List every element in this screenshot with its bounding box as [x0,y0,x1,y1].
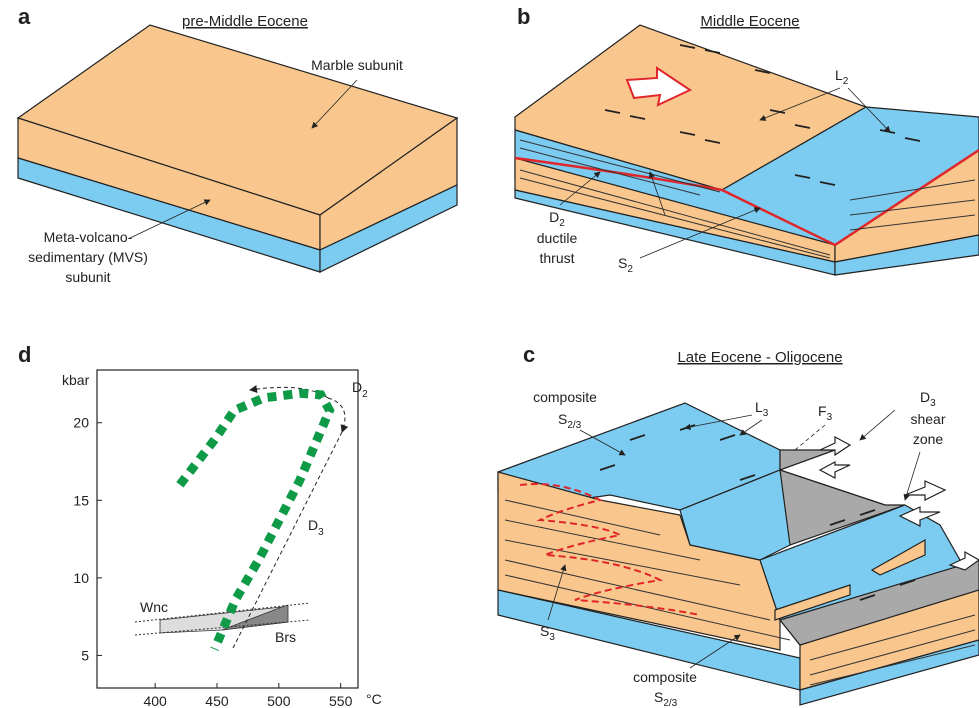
pointer [795,425,825,450]
panel-title: pre-Middle Eocene [182,13,308,30]
label: L3 [755,399,769,419]
panel-b: b Middle Eocene L2 D2 ductile thrust S2 [515,4,979,275]
label-sub: 2 [843,76,849,87]
page: {"panels": { "a": {"letter": "a", "title… [0,0,979,708]
label: composite [533,389,597,405]
x-tick-label: 550 [329,693,353,708]
y-tick-label: 5 [81,647,89,663]
label-sub: 2/3 [663,698,677,708]
label-sub: 3 [930,398,936,409]
label: F3 [818,403,833,423]
annotation: Wnc [140,599,168,615]
label: ductile [537,230,578,246]
panel-a: a pre-Middle Eocene Marble subunit Meta-… [18,4,457,285]
x-tick-label: 500 [267,693,291,708]
y-axis-label: kbar [62,372,90,388]
y-tick-label: 20 [73,415,89,431]
panel-letter: a [18,4,31,29]
y-tick-label: 10 [73,570,89,586]
panel-letter: c [523,342,535,367]
label-main: S [654,689,663,705]
label-main: F [818,403,827,419]
panel-title: Middle Eocene [700,13,799,30]
label-sub: 3 [549,632,555,643]
figure: a pre-Middle Eocene Marble subunit Meta-… [0,0,979,708]
label-sub: 2/3 [567,420,581,431]
annotation: D3 [308,517,324,538]
label: S2/3 [558,411,582,431]
label: shear [910,411,945,427]
label: composite [633,669,697,685]
label-sub: 3 [763,408,769,419]
label: D3 [920,389,936,409]
annotation-sub: 3 [318,527,324,538]
panel-letter: d [18,342,31,367]
annotation-main: D [352,379,362,395]
y-tick-label: 15 [73,492,89,508]
label: S2/3 [654,689,678,708]
label-sub: 2 [627,264,633,275]
panel-c: c Late Eocene - Oligocene composite S2/3… [498,342,979,708]
annotation-main: D [308,517,318,533]
label: L2 [835,67,849,87]
x-tick-label: 450 [205,693,229,708]
label-main: L [755,399,763,415]
annotation-sub: 2 [362,389,368,400]
label-main: S [558,411,567,427]
panel-letter: b [517,4,530,29]
label: Marble subunit [311,57,403,73]
pointer [860,410,895,440]
x-tick-label: 400 [143,693,167,708]
label: zone [913,431,944,447]
label: subunit [65,269,110,285]
pointer [740,420,762,435]
x-axis-label: °C [366,691,382,707]
label-main: L [835,67,843,83]
annotation: D2 [352,379,368,400]
label: S2 [618,255,633,275]
label: D2 [549,209,565,229]
label-main: D [920,389,930,405]
label-sub: 3 [827,412,833,423]
label-main: S [540,623,549,639]
label-main: D [549,209,559,225]
label-sub: 2 [559,218,565,229]
label-main: S [618,255,627,271]
label: thrust [539,250,574,266]
panel-title: Late Eocene - Oligocene [677,349,842,366]
annotation: Brs [275,629,296,645]
label: Meta-volcano- [44,229,133,245]
label: sedimentary (MVS) [28,249,148,265]
